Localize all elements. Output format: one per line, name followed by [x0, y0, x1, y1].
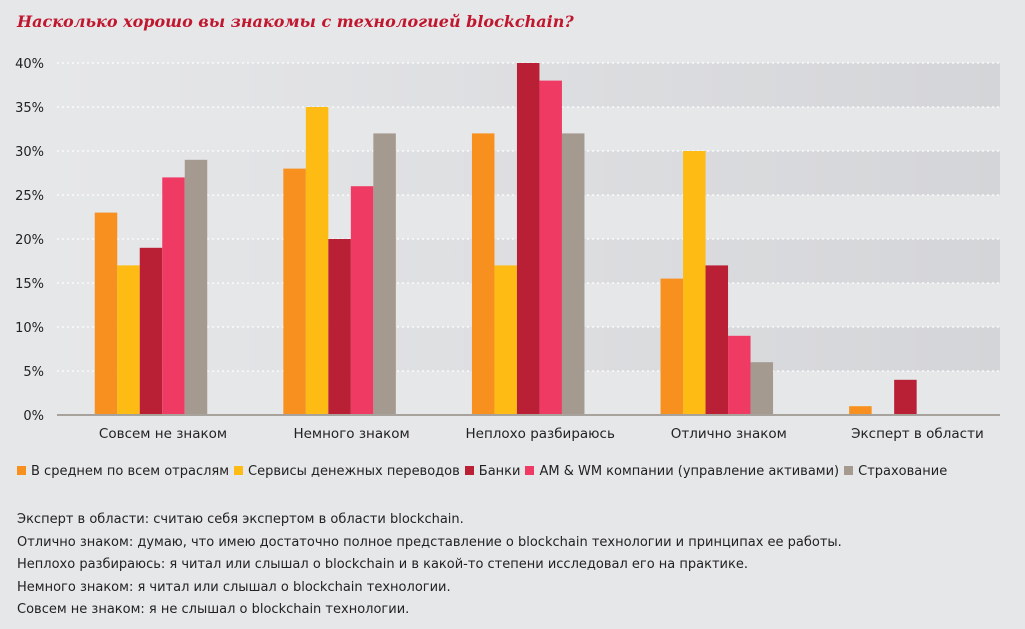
y-tick-label: 25%: [15, 189, 44, 204]
note: Неплохо разбираюсь: я читал или слышал о…: [17, 557, 748, 572]
y-tick-label: 30%: [15, 145, 44, 160]
legend-swatch: [17, 466, 26, 475]
bar: [849, 406, 872, 415]
legend: В среднем по всем отраслям Сервисы денежн…: [17, 464, 947, 479]
bar: [350, 186, 374, 415]
x-tick-label: Отлично знаком: [671, 426, 787, 442]
bar: [328, 239, 351, 415]
y-tick-label: 0%: [23, 409, 44, 424]
bar: [139, 247, 163, 415]
legend-label: Сервисы денежных переводов: [248, 464, 460, 479]
bar: [516, 63, 540, 415]
bar: [750, 362, 774, 415]
bar: [660, 278, 684, 415]
y-tick-label: 5%: [23, 365, 44, 380]
y-tick-label: 20%: [15, 233, 44, 248]
bar: [162, 177, 185, 415]
legend-item: Банки: [464, 464, 521, 479]
x-tick-label: Немного знаком: [293, 426, 409, 442]
notes: Эксперт в области: считаю себя экспертом…: [17, 509, 842, 622]
bar-chart: 0% 5% 10% 15% 20% 25% 30% 35% 40% Совсем не знако…: [15, 57, 1000, 442]
legend-label: AM & WM компании (управление активами): [539, 464, 840, 479]
y-tick-label: 10%: [15, 321, 44, 336]
y-tick-label: 35%: [15, 101, 44, 116]
legend-item: AM & WM компании (управление активами): [525, 464, 839, 479]
bar: [728, 335, 751, 415]
x-tick-label: Совсем не знаком: [99, 426, 227, 442]
bar: [494, 265, 517, 415]
bar: [539, 80, 562, 415]
legend-item: Сервисы денежных переводов: [234, 464, 460, 479]
legend-swatch: [844, 466, 854, 475]
bar: [94, 212, 118, 415]
bar: [305, 107, 329, 415]
bar: [117, 265, 140, 415]
y-tick-label: 15%: [15, 277, 44, 292]
bar: [561, 133, 585, 415]
bar: [283, 168, 306, 415]
legend-swatch: [525, 466, 535, 475]
bar: [184, 159, 208, 415]
legend-item: В среднем по всем отраслям: [17, 464, 229, 479]
note: Эксперт в области: считаю себя экспертом…: [17, 512, 464, 527]
x-tick-label: Неплохо разбираюсь: [465, 426, 614, 442]
note: Немного знаком: я читал или слышал о blo…: [17, 579, 451, 595]
bar: [683, 151, 706, 415]
legend-swatch: [464, 466, 474, 475]
chart-title: Насколько хорошо вы знакомы с технологие…: [17, 12, 574, 31]
legend-item: Страхование: [844, 464, 947, 479]
note: Совсем не знаком: я не слышал о blockcha…: [17, 602, 410, 617]
legend-label: Страхование: [858, 464, 948, 479]
bar: [471, 133, 495, 415]
bar: [373, 133, 396, 415]
y-tick-label: 40%: [15, 57, 44, 72]
bar: [894, 379, 917, 415]
note: Отлично знаком: думаю, что имею достаточ…: [17, 534, 842, 550]
legend-label: В среднем по всем отраслям: [31, 464, 230, 479]
legend-label: Банки: [478, 464, 521, 479]
bar: [705, 265, 729, 415]
legend-swatch: [234, 466, 244, 475]
x-tick-label: Эксперт в области: [851, 426, 984, 442]
